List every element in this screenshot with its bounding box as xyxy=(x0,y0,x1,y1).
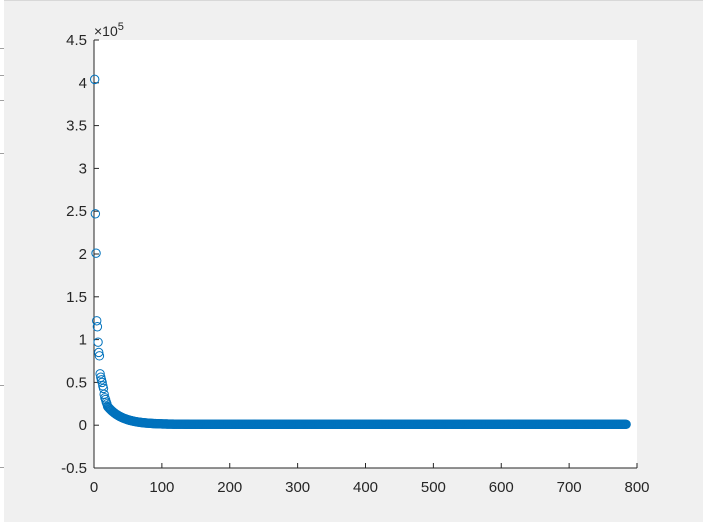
y-tick-label: 4.5 xyxy=(66,32,87,49)
y-tick-label: 3 xyxy=(79,160,87,177)
y-tick-label: -0.5 xyxy=(61,460,87,477)
data-point xyxy=(93,337,103,347)
x-tick-label: 300 xyxy=(285,479,310,496)
y-tick-label: 0 xyxy=(79,417,87,434)
axes xyxy=(93,39,638,469)
left-edge-mark xyxy=(0,385,4,386)
x-tick-label: 800 xyxy=(624,479,649,496)
left-edge-strip xyxy=(0,0,4,522)
data-point xyxy=(98,383,109,394)
data-point xyxy=(95,369,105,379)
data-point xyxy=(89,74,100,85)
exponent-power: 5 xyxy=(118,21,124,33)
data-point xyxy=(90,209,101,219)
x-tick-label: 600 xyxy=(489,479,514,496)
data-point xyxy=(97,377,107,388)
data-point xyxy=(92,322,103,332)
x-tick-label: 700 xyxy=(557,479,582,496)
plot-area xyxy=(94,40,637,468)
data-point xyxy=(94,347,104,358)
data-point xyxy=(621,419,631,430)
data-point xyxy=(94,351,105,361)
data-points xyxy=(89,74,631,430)
x-tick-label: 0 xyxy=(90,479,98,496)
left-edge-mark xyxy=(0,48,4,49)
x-tick-label: 100 xyxy=(149,479,174,496)
y-tick-label: 2 xyxy=(79,246,87,263)
x-tick-label: 200 xyxy=(217,479,242,496)
left-edge-mark xyxy=(0,75,4,76)
data-point xyxy=(92,316,102,326)
left-edge-mark xyxy=(0,467,4,468)
y-tick-label: 4 xyxy=(79,75,87,92)
data-point xyxy=(91,248,101,258)
tick-labels: 0 100 200 300 400 500 600 700 800-0.500.511.522.… xyxy=(61,32,649,496)
y-tick-label: 1.5 xyxy=(66,289,87,306)
y-tick-label: 2.5 xyxy=(66,203,87,220)
y-tick-label: 0.5 xyxy=(66,374,87,391)
exponent-base: ×10 xyxy=(94,23,118,39)
y-axis-exponent-label: ×105 xyxy=(94,21,124,39)
y-tick-label: 1 xyxy=(79,332,87,349)
window-top-border xyxy=(0,0,703,1)
left-edge-mark xyxy=(0,153,4,154)
left-edge-mark xyxy=(0,100,4,101)
x-tick-label: 500 xyxy=(421,479,446,496)
x-tick-label: 400 xyxy=(353,479,378,496)
y-tick-label: 3.5 xyxy=(66,118,87,135)
